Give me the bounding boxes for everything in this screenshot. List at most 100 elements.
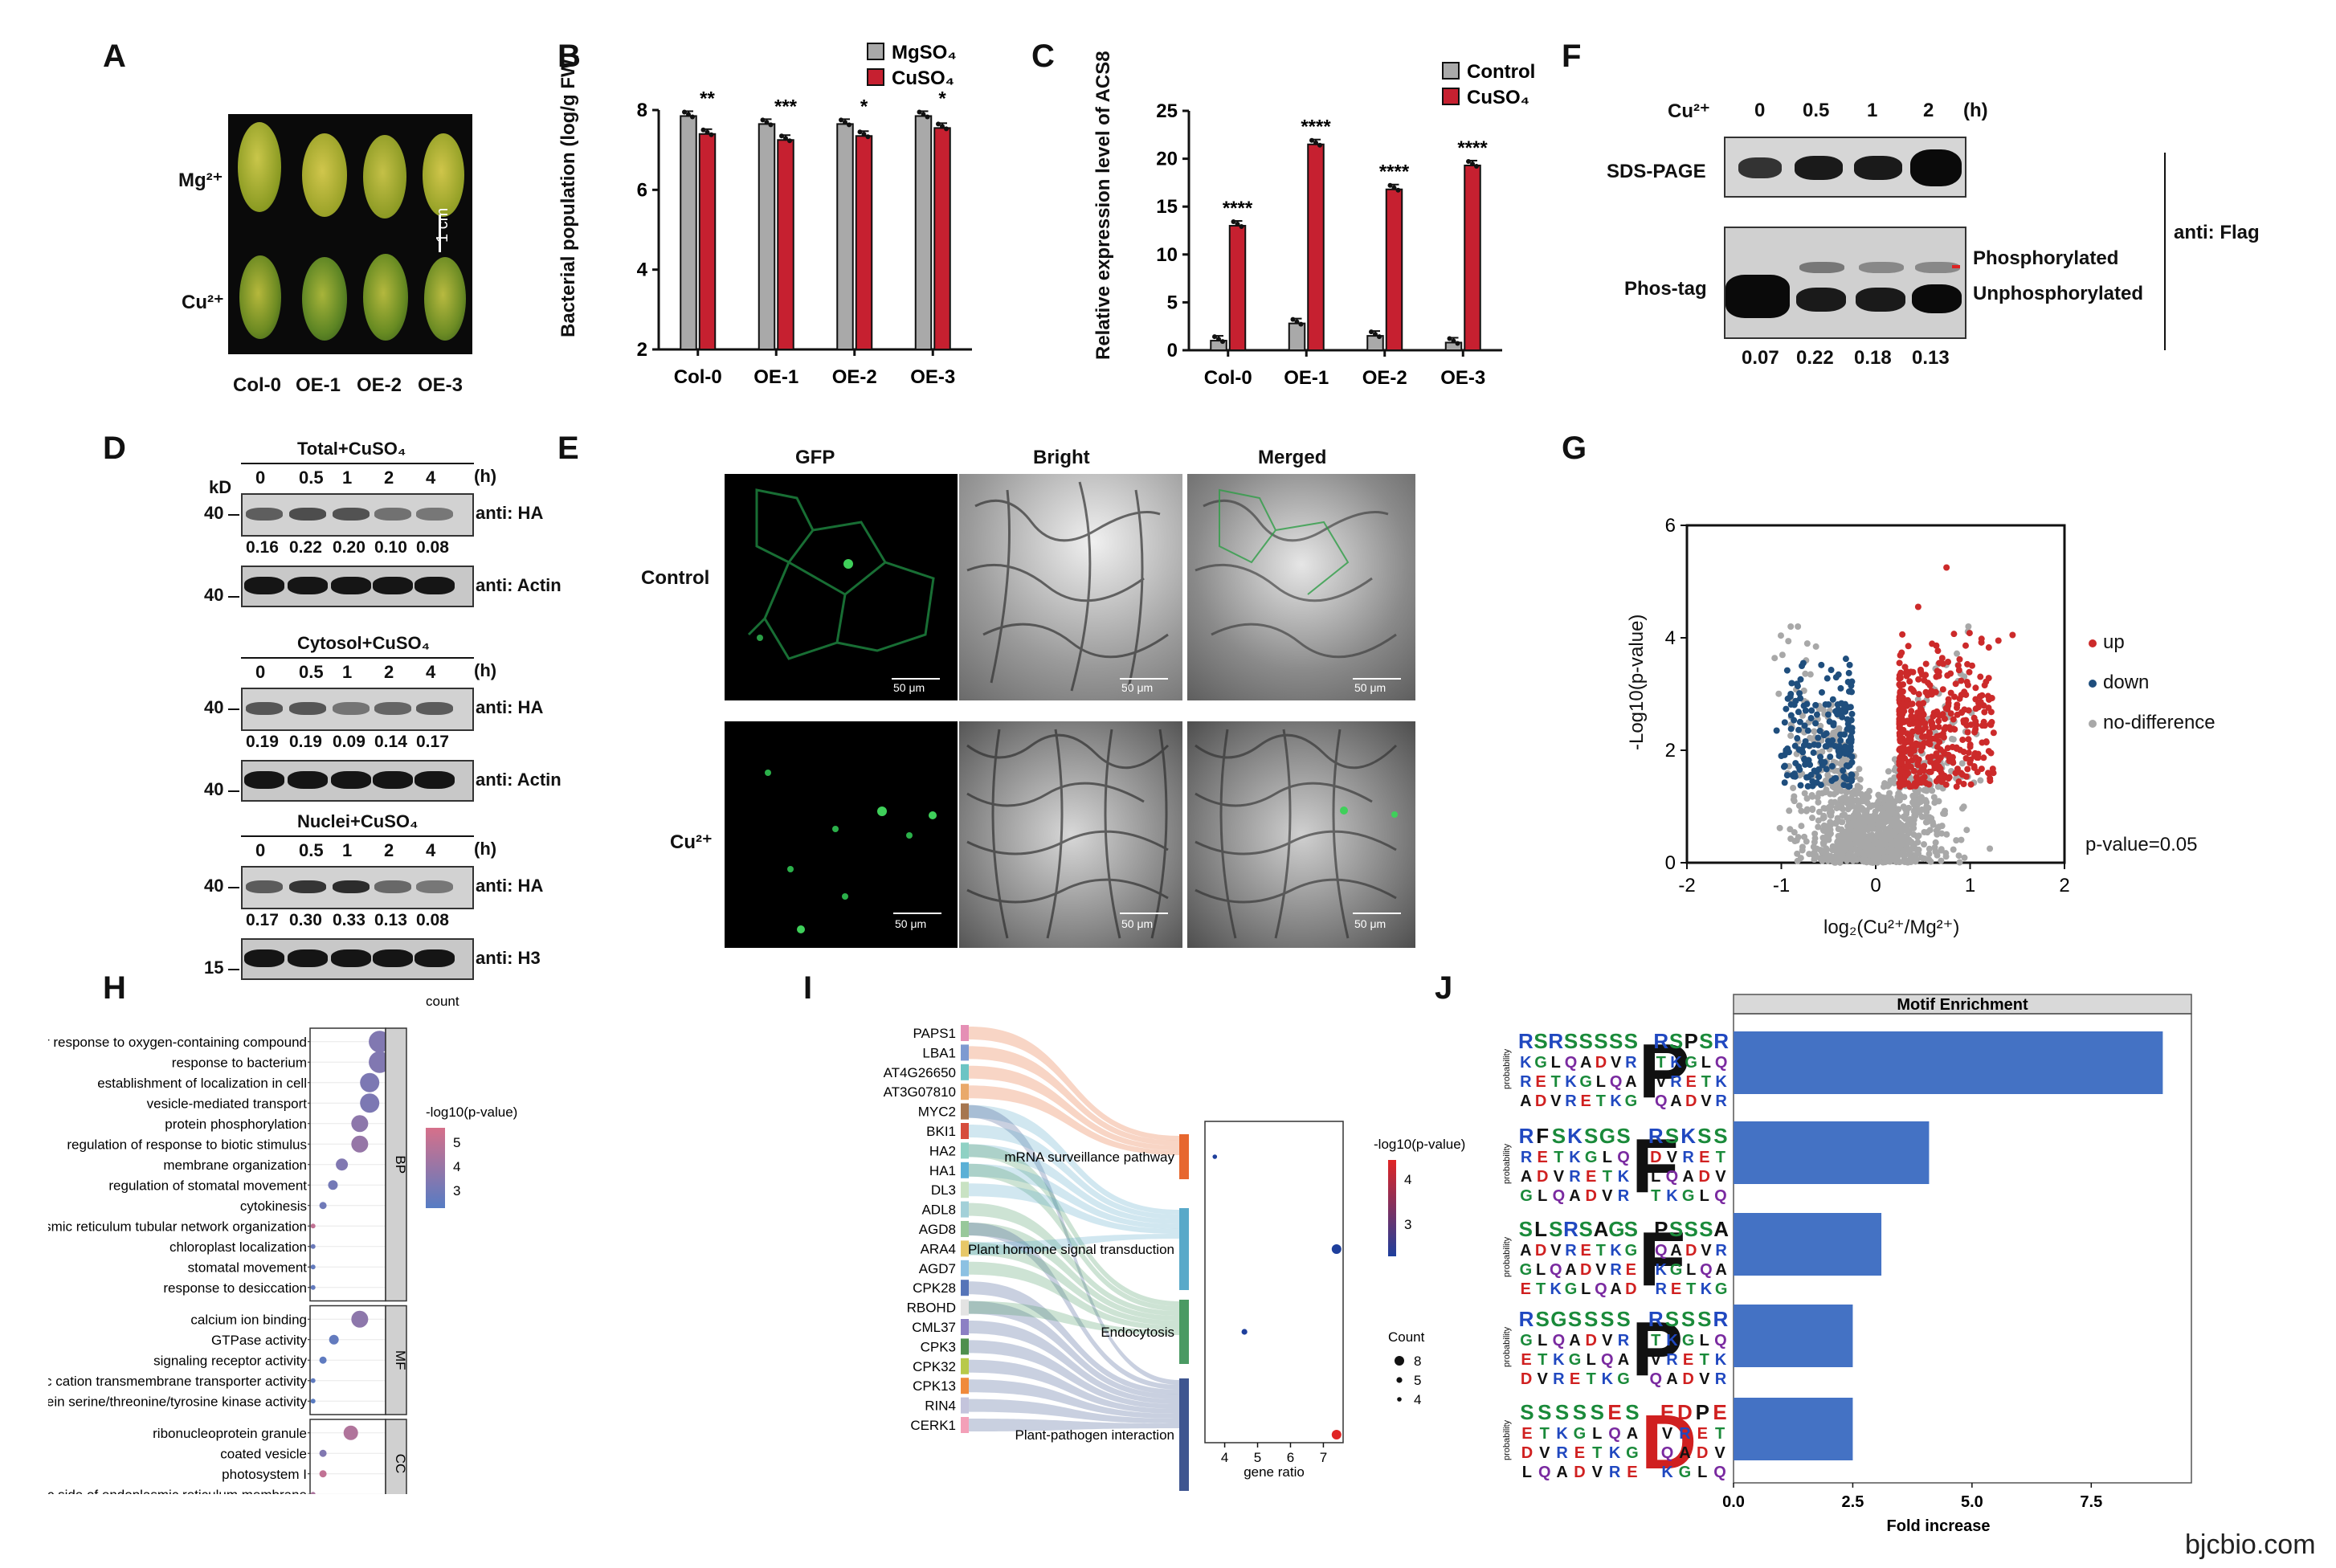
point-no-difference: [1938, 847, 1945, 854]
point-no-difference: [1901, 841, 1908, 848]
logo-letter: T: [1539, 1425, 1550, 1443]
point-no-difference: [1815, 823, 1822, 831]
point-down: [1783, 772, 1791, 779]
phosphorylated-label: Phosphorylated: [1973, 247, 2119, 269]
logo-letter: R: [1518, 1124, 1534, 1148]
data-point: [1373, 332, 1378, 337]
point-up: [1921, 676, 1928, 684]
significance-label: *: [938, 88, 946, 109]
point-no-difference: [1934, 851, 1941, 859]
logo-letter: G: [1564, 1280, 1578, 1298]
point-no-difference: [1931, 799, 1938, 806]
bright-control: 50 μm: [959, 474, 1182, 700]
logo-letter: D: [1574, 1464, 1586, 1481]
point-no-difference: [1803, 795, 1811, 802]
hour-label: 0: [255, 468, 266, 488]
logo-letter: R: [1679, 1425, 1691, 1443]
pathway-dot: [1212, 1154, 1218, 1159]
hour-label: 2: [384, 662, 394, 682]
point-no-difference: [1809, 815, 1816, 822]
point-up: [1987, 708, 1995, 716]
point-up: [1896, 672, 1903, 679]
band: [416, 508, 453, 521]
point-no-difference: [1802, 670, 1809, 677]
hour-unit: (h): [474, 466, 497, 486]
data-point: [768, 122, 774, 128]
gene-node: [961, 1025, 969, 1041]
logo-letter: D: [1650, 1149, 1662, 1166]
go-bubble: [310, 1399, 316, 1404]
go-bubble: [343, 1425, 358, 1440]
logo-letter: R: [1655, 1280, 1667, 1298]
point-up: [1914, 603, 1921, 610]
legend-swatch: [1442, 62, 1460, 80]
logo-letter: L: [1701, 1054, 1712, 1072]
leaf: [363, 135, 406, 218]
logo-letter: K: [1567, 1124, 1583, 1148]
y-tick-label: 10: [1156, 244, 1178, 266]
scale-bar: [1353, 913, 1401, 914]
col-label: Merged: [1258, 447, 1327, 468]
data-point: [940, 124, 945, 129]
point-up: [1995, 637, 2002, 644]
blot-strip-loading: [241, 760, 474, 802]
hour-label: 2: [384, 840, 394, 860]
point-no-difference: [1882, 855, 1889, 863]
point-down: [1848, 778, 1856, 785]
band: [289, 508, 326, 521]
point-no-difference: [1822, 789, 1829, 796]
point-up: [1935, 672, 1942, 680]
logo-letter: T: [1656, 1054, 1666, 1072]
panel-I-label: I: [803, 970, 813, 1006]
point-down: [1812, 701, 1819, 708]
logo-letter: G: [1520, 1332, 1533, 1350]
gene-node: [961, 1182, 969, 1198]
point-no-difference: [1955, 852, 1962, 860]
point-up: [1912, 782, 1919, 790]
go-term-label: ribonucleoprotein granule: [153, 1426, 307, 1441]
point-down: [1809, 782, 1816, 790]
band: [1859, 262, 1904, 273]
scale-label: 50 μm: [1121, 917, 1154, 930]
mw-label: 40: [204, 876, 224, 896]
logo-letter: V: [1595, 1261, 1607, 1279]
go-term-label: vesicle-mediated transport: [147, 1096, 308, 1111]
logo-y-label: probability: [1502, 1326, 1512, 1367]
hour-label: 0.5: [299, 662, 324, 682]
cell-texture: [966, 481, 1169, 692]
point-up: [1916, 769, 1923, 776]
panel-C-label: C: [1031, 39, 1055, 74]
point-up: [1972, 725, 1979, 733]
gene-node: [961, 1319, 969, 1335]
point-up: [1945, 775, 1952, 782]
point-down: [1845, 783, 1852, 790]
point-no-difference: [1890, 856, 1897, 864]
go-term-label: cellular response to oxygen-containing c…: [48, 1035, 307, 1050]
point-no-difference: [1914, 849, 1921, 856]
point-down: [1795, 763, 1803, 770]
logo-letter: G: [1624, 1092, 1638, 1110]
point-no-difference: [1810, 843, 1817, 851]
point-down: [1844, 721, 1852, 728]
go-term-label: regulation of response to biotic stimulu…: [67, 1137, 307, 1152]
point-up: [1965, 736, 1972, 743]
logo-letter: V: [1550, 1092, 1562, 1110]
logo-letter: D: [1640, 1399, 1697, 1485]
cell-outlines: [747, 488, 935, 660]
logo-letter: Q: [1654, 1092, 1668, 1110]
point-up: [1987, 778, 1994, 785]
point-no-difference: [1866, 803, 1873, 811]
sankey-kegg-plot: PAPS1 LBA1 AT4G26650 AT3G07810 MYC2 BKI1 HA2 HA…: [884, 1025, 1465, 1491]
point-up: [1965, 749, 1972, 757]
hour-label: 2: [384, 468, 394, 488]
band: [373, 577, 413, 594]
logo-letter: R: [1682, 1149, 1694, 1166]
logo-letter: G: [1519, 1261, 1533, 1279]
go-bubble: [329, 1334, 339, 1345]
merged-cu: 50 μm: [1187, 721, 1415, 948]
point-up: [1954, 662, 1962, 669]
point-no-difference: [1961, 854, 1968, 861]
x-tick-label: 6: [1287, 1450, 1294, 1465]
point-no-difference: [1814, 794, 1821, 801]
point-down: [1791, 742, 1799, 749]
